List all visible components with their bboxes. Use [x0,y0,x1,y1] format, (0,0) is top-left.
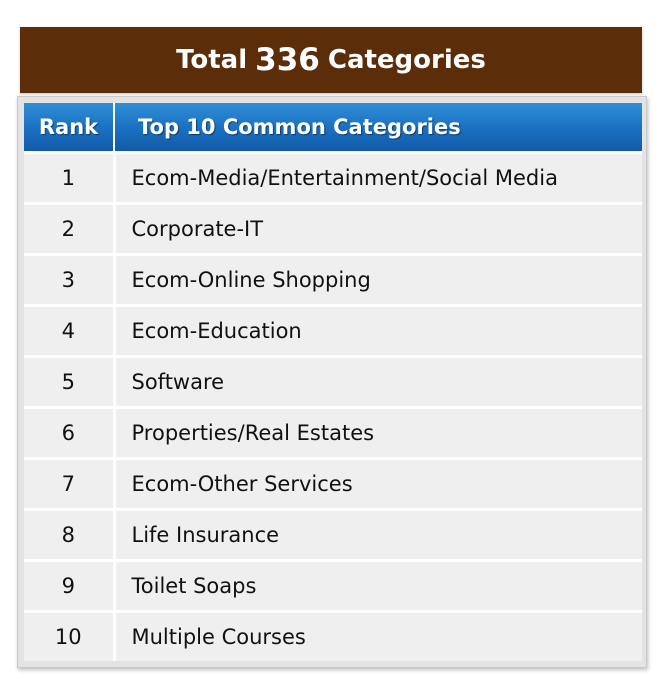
rank-cell: 10 [24,610,116,661]
table-row: 10 Multiple Courses [24,610,642,661]
categories-table: Rank Top 10 Common Categories 1 Ecom-Med… [24,103,642,661]
table-row: 3 Ecom-Online Shopping [24,253,642,306]
table-row: 2 Corporate-IT [24,202,642,255]
title-banner: Total 336 Categories [20,27,642,93]
category-cell: Ecom-Other Services [114,457,642,510]
table-row: 6 Properties/Real Estates [24,406,642,459]
table-row: 9 Toilet Soaps [24,559,642,612]
banner-prefix: Total [176,45,248,75]
category-cell: Multiple Courses [114,610,642,661]
rank-cell: 1 [24,151,116,204]
table-header-row: Rank Top 10 Common Categories [24,103,642,153]
category-cell: Software [114,355,642,408]
rank-cell: 7 [24,457,116,510]
rank-cell: 6 [24,406,116,459]
banner-suffix: Categories [327,45,486,75]
category-cell: Properties/Real Estates [114,406,642,459]
rank-cell: 2 [24,202,116,255]
table-row: 7 Ecom-Other Services [24,457,642,510]
rank-cell: 3 [24,253,116,306]
table-row: 4 Ecom-Education [24,304,642,357]
rank-cell: 9 [24,559,116,612]
rank-cell: 8 [24,508,116,561]
rank-column-header: Rank [24,103,115,153]
category-cell: Ecom-Media/Entertainment/Social Media [114,151,642,204]
category-cell: Toilet Soaps [114,559,642,612]
table-row: 5 Software [24,355,642,408]
category-column-header: Top 10 Common Categories [114,103,642,153]
category-cell: Corporate-IT [114,202,642,255]
banner-count: 336 [255,42,320,78]
table-row: 1 Ecom-Media/Entertainment/Social Media [24,151,642,204]
category-cell: Ecom-Education [114,304,642,357]
category-cell: Life Insurance [114,508,642,561]
category-cell: Ecom-Online Shopping [114,253,642,306]
rank-cell: 4 [24,304,116,357]
rank-cell: 5 [24,355,116,408]
table-row: 8 Life Insurance [24,508,642,561]
categories-table-frame: Rank Top 10 Common Categories 1 Ecom-Med… [17,96,647,668]
